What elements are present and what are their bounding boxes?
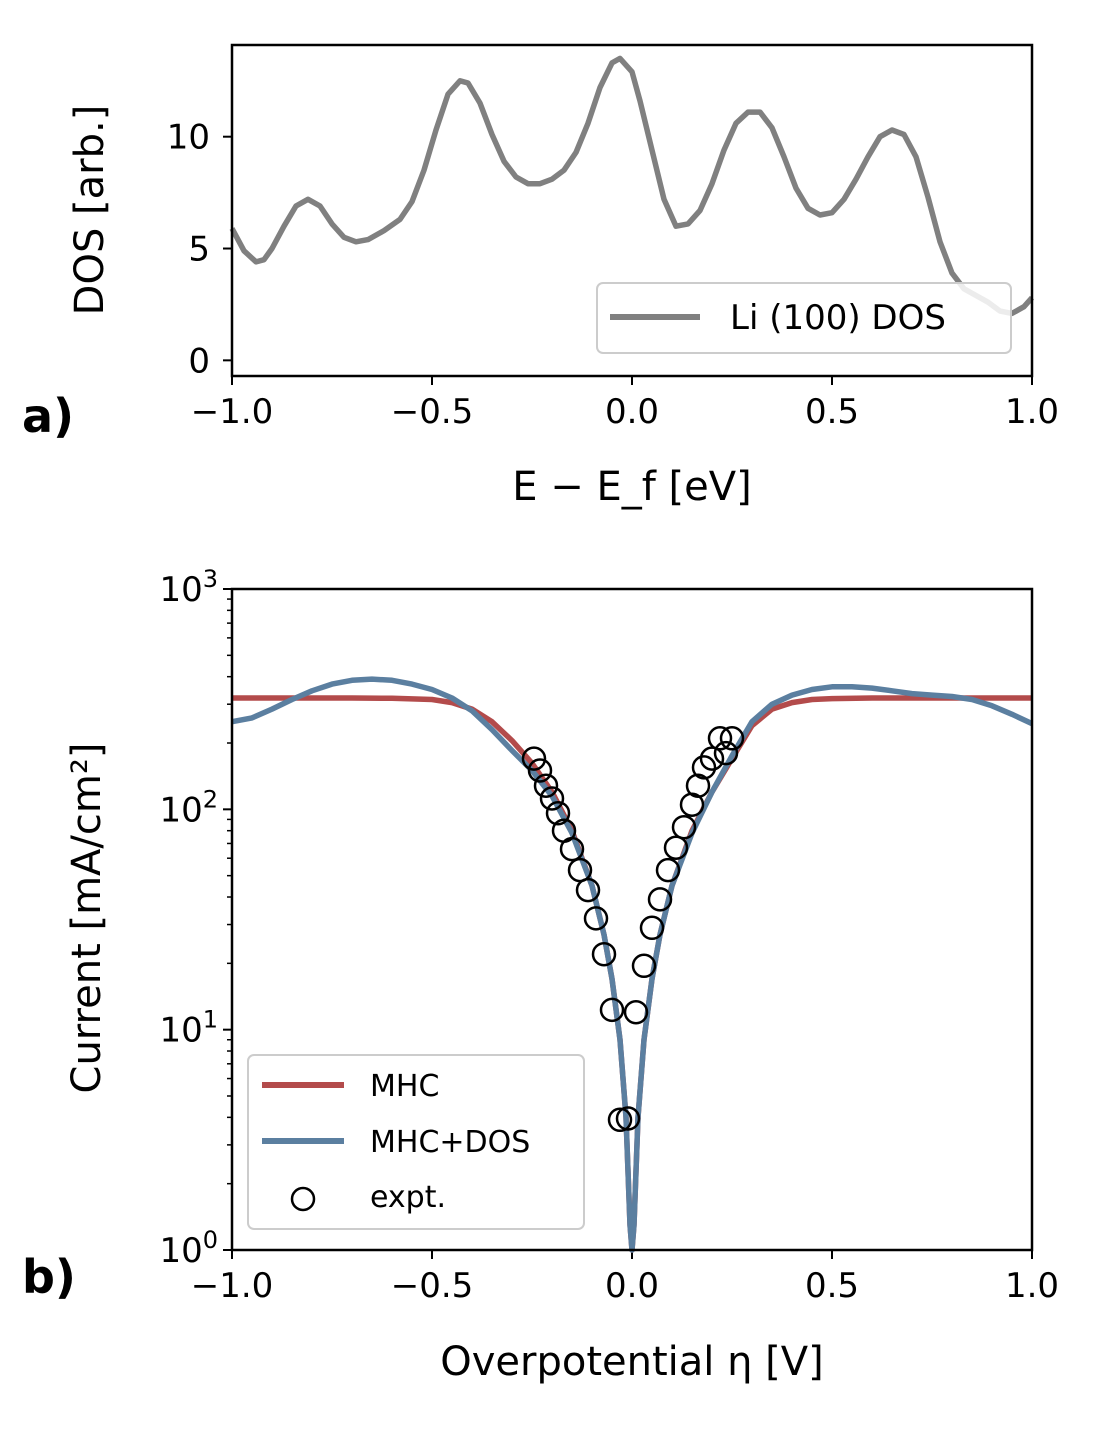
panel-b-label: b) [22,1250,76,1304]
current-legend-box [247,1054,585,1230]
dos-series-line [229,55,1035,317]
expt-data-point [623,999,649,1025]
expt-data-point [527,758,553,783]
current-legend: MHC MHC+DOS expt. [247,1054,585,1230]
current-x-tick-label: −0.5 [391,1266,474,1306]
dos-x-tick-label: 1.0 [1005,392,1059,432]
panel-a-label: a) [22,389,74,443]
current-axis-ticks: −1.0 −0.5 0.0 0.5 1.0 100 101 102 103 [159,565,1059,1306]
dos-x-tick-label: −1.0 [191,392,274,432]
expt-data-point [591,941,617,967]
expt-data-point [685,773,711,798]
dos-y-axis-label: DOS [arb.] [67,105,113,316]
expt-data-point [719,726,745,751]
current-y-tick-label: 103 [159,565,218,610]
current-plot-frame [230,587,1034,1252]
panel-a-dos-chart: −1.0 −0.5 0.0 0.5 1.0 0 5 10 Li (100) DOS E − E… [22,43,1059,510]
expt-data-point [699,746,725,771]
expt-data-point [615,1106,641,1131]
expt-data-point [639,915,665,941]
expt-data-point [607,1107,633,1133]
dos-series [229,55,1035,317]
current-x-tick-label: 0.0 [605,1266,659,1306]
dos-x-axis-label: E − E_f [eV] [512,464,751,510]
expt-data-point [559,836,585,862]
mhc-legend-label: MHC [370,1069,439,1104]
expt-data-point [691,755,717,780]
current-x-tick-label: 0.5 [805,1266,859,1306]
expt-data-point [647,887,673,912]
dos-y-tick-label: 10 [167,118,210,158]
current-x-axis-label: Overpotential η [V] [440,1339,824,1385]
current-y-tick-label: 100 [159,1226,218,1271]
current-y-axis-label: Current [mA/cm²] [64,743,110,1094]
expt-data-point [713,740,739,766]
current-x-tick-label: 1.0 [1005,1266,1059,1306]
dos-plot-frame [230,43,1034,378]
dos-legend: Li (100) DOS [596,282,1012,354]
dos-y-tick-label: 5 [188,230,210,270]
mhc-dos-legend-label: MHC+DOS [370,1125,530,1160]
expt-data-point [671,814,697,840]
expt-data-point [539,786,565,811]
expt-data-point [663,835,689,860]
expt-data-point [533,773,559,798]
expt-data-point [631,953,657,979]
expt-data-point [545,800,571,826]
expt-legend-label: expt. [370,1180,446,1215]
expt-legend-marker [290,1186,316,1212]
expt-data-point [583,906,609,931]
dos-x-tick-label: 0.5 [805,392,859,432]
expt-data-point [599,997,625,1023]
current-y-tick-label: 101 [159,1006,218,1051]
dos-axis-ticks: −1.0 −0.5 0.0 0.5 1.0 0 5 10 [167,118,1059,432]
dos-y-tick-label: 0 [188,341,210,381]
dos-legend-label: Li (100) DOS [730,298,946,338]
expt-data-point [575,877,601,903]
dos-legend-box [596,282,1012,354]
panel-b-current-chart: −1.0 −0.5 0.0 0.5 1.0 100 101 102 103 MHC MHC+DO… [22,565,1059,1385]
dos-x-tick-label: 0.0 [605,392,659,432]
expt-data-point [521,746,547,771]
current-y-tick-label: 102 [159,785,218,830]
expt-data-point [707,726,733,751]
current-x-tick-label: −1.0 [191,1266,274,1306]
expt-data-point [655,857,681,883]
dos-x-tick-label: −0.5 [391,392,474,432]
